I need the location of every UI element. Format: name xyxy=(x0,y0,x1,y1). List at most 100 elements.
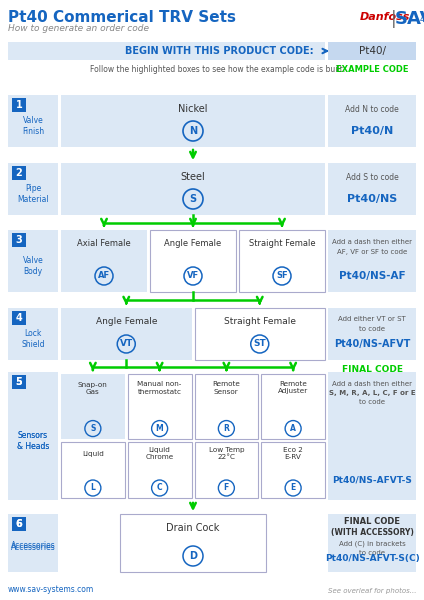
Text: Accessories: Accessories xyxy=(11,541,56,551)
Bar xyxy=(195,374,258,439)
Text: Follow the highlighted boxes to see how the example code is built.: Follow the highlighted boxes to see how … xyxy=(90,65,346,74)
Text: S: S xyxy=(90,424,95,433)
Text: Pt40/NS-AFVT-S(C): Pt40/NS-AFVT-S(C) xyxy=(325,553,419,563)
Bar xyxy=(261,374,325,439)
Text: 4: 4 xyxy=(16,313,22,323)
Bar xyxy=(120,514,265,572)
Bar xyxy=(12,166,26,180)
Text: Nickel: Nickel xyxy=(178,104,208,114)
Circle shape xyxy=(251,335,269,353)
Bar xyxy=(150,230,236,292)
Text: R: R xyxy=(223,424,229,433)
Text: Add N to code: Add N to code xyxy=(345,104,399,113)
Bar xyxy=(8,372,58,500)
Text: 6: 6 xyxy=(16,519,22,529)
Text: Manual non-
thermostatc: Manual non- thermostatc xyxy=(137,382,182,395)
Text: How to generate an order code: How to generate an order code xyxy=(8,24,149,33)
Text: Axial Female: Axial Female xyxy=(77,239,131,248)
Text: 5: 5 xyxy=(16,377,22,387)
Text: E: E xyxy=(290,484,296,493)
Circle shape xyxy=(285,421,301,437)
Bar xyxy=(328,514,416,572)
Bar xyxy=(328,308,416,360)
Text: Add a dash then either: Add a dash then either xyxy=(332,239,412,245)
Bar xyxy=(195,308,325,360)
Text: Pt40/NS-AFVT-S: Pt40/NS-AFVT-S xyxy=(332,475,412,485)
Circle shape xyxy=(218,421,234,437)
Bar xyxy=(8,42,325,60)
Circle shape xyxy=(183,189,203,209)
Bar xyxy=(8,230,58,292)
Text: Liquid: Liquid xyxy=(82,451,104,457)
Text: AF, VF or SF to code: AF, VF or SF to code xyxy=(337,249,407,255)
Text: Straight Female: Straight Female xyxy=(249,239,315,248)
Circle shape xyxy=(117,335,135,353)
Text: SAV: SAV xyxy=(395,10,424,28)
Text: A: A xyxy=(290,424,296,433)
Text: FINAL CODE: FINAL CODE xyxy=(341,364,402,373)
Bar xyxy=(61,308,192,360)
Circle shape xyxy=(273,267,291,285)
Text: C: C xyxy=(157,484,162,493)
Text: Steel: Steel xyxy=(181,172,205,182)
Circle shape xyxy=(183,546,203,566)
Text: S: S xyxy=(190,194,197,204)
Text: Lock
Shield: Lock Shield xyxy=(21,329,45,349)
Bar xyxy=(12,311,26,325)
Text: Angle Female: Angle Female xyxy=(95,317,157,326)
Text: |: | xyxy=(391,10,397,28)
Text: 1: 1 xyxy=(16,100,22,110)
Text: SF: SF xyxy=(276,271,288,280)
Text: N: N xyxy=(189,126,197,136)
Bar xyxy=(12,517,26,531)
Circle shape xyxy=(95,267,113,285)
Text: Add a dash then either: Add a dash then either xyxy=(332,381,412,387)
Text: S, M, R, A, L, C, F or E: S, M, R, A, L, C, F or E xyxy=(329,390,416,396)
Text: ST: ST xyxy=(254,340,266,349)
Bar xyxy=(8,308,58,360)
Bar xyxy=(328,163,416,215)
Text: Pt40 Commerical TRV Sets: Pt40 Commerical TRV Sets xyxy=(8,10,236,25)
Bar xyxy=(195,442,258,498)
Text: AF: AF xyxy=(98,271,110,280)
Bar xyxy=(12,233,26,247)
Bar xyxy=(328,42,416,60)
Text: 6: 6 xyxy=(16,519,22,529)
Text: Pt40/N: Pt40/N xyxy=(351,126,393,136)
Text: Sensors
& Heads: Sensors & Heads xyxy=(17,431,49,451)
Text: See overleaf for photos...: See overleaf for photos... xyxy=(327,588,416,594)
Text: 2: 2 xyxy=(16,168,22,178)
Text: 3: 3 xyxy=(16,235,22,245)
Text: Pt40/NS: Pt40/NS xyxy=(347,194,397,204)
Bar xyxy=(12,517,26,531)
Text: D: D xyxy=(189,551,197,561)
Text: Liquid
Chrome: Liquid Chrome xyxy=(145,447,174,460)
Bar xyxy=(8,514,58,572)
Text: Accessories: Accessories xyxy=(11,544,56,553)
Text: Pipe
Material: Pipe Material xyxy=(17,184,49,204)
Text: to code: to code xyxy=(359,326,385,332)
Text: Add (C) in brackets: Add (C) in brackets xyxy=(339,541,405,547)
Circle shape xyxy=(152,480,167,496)
Circle shape xyxy=(85,480,101,496)
Circle shape xyxy=(85,421,101,437)
Bar xyxy=(8,95,58,147)
Bar xyxy=(328,230,416,292)
Bar xyxy=(8,372,58,500)
Text: F: F xyxy=(224,484,229,493)
Text: www.sav-systems.com: www.sav-systems.com xyxy=(8,585,94,594)
Text: Remote
Sensor: Remote Sensor xyxy=(212,382,240,395)
Bar xyxy=(128,374,192,439)
Text: VF: VF xyxy=(187,271,199,280)
Circle shape xyxy=(285,480,301,496)
Text: EXAMPLE CODE: EXAMPLE CODE xyxy=(336,65,408,74)
Text: Low Temp
22°C: Low Temp 22°C xyxy=(209,447,244,460)
Text: Drain Cock: Drain Cock xyxy=(166,523,220,533)
Bar xyxy=(8,514,58,572)
Bar xyxy=(128,442,192,498)
Text: M: M xyxy=(156,424,164,433)
Text: 4: 4 xyxy=(419,15,424,24)
Text: to code: to code xyxy=(359,399,385,405)
Bar xyxy=(8,163,58,215)
Circle shape xyxy=(152,421,167,437)
